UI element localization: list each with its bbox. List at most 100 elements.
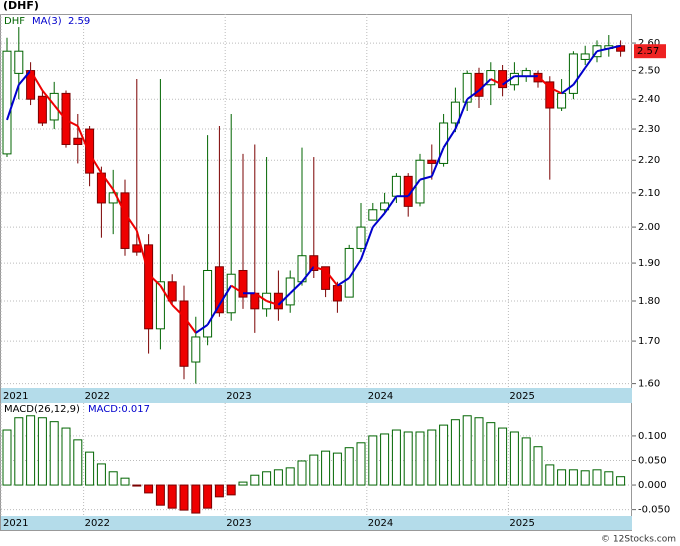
macd-bar — [321, 450, 331, 486]
candle-body — [439, 122, 449, 164]
macd-bar — [203, 484, 213, 509]
macd-bar — [238, 481, 248, 486]
candle-body — [321, 266, 331, 290]
candle-body — [14, 50, 24, 74]
y-tick-label: 1.70 — [638, 336, 660, 347]
ma-line — [313, 265, 326, 272]
ma-line — [407, 179, 421, 197]
footer: © 12Stocks.com — [601, 535, 676, 545]
ma-line — [29, 70, 44, 92]
ma-line — [502, 75, 515, 86]
candle-body — [545, 81, 555, 109]
macd-bar — [427, 429, 437, 486]
ma-line — [183, 316, 197, 334]
ma-line — [336, 277, 350, 287]
ma-line — [206, 304, 221, 326]
ma-line — [100, 172, 115, 191]
macd-bar — [14, 417, 24, 486]
ma-line — [549, 86, 563, 95]
macd-bar — [356, 442, 366, 486]
candle-body — [179, 300, 189, 367]
x-tick-label: 2025 — [509, 518, 534, 529]
candle-body — [214, 266, 224, 314]
macd-bar — [592, 469, 602, 486]
x-tick-label: 2021 — [3, 518, 28, 529]
ma-line — [41, 89, 55, 106]
candle-body — [486, 70, 496, 86]
macd-bar — [403, 431, 413, 486]
macd-bar — [415, 431, 425, 486]
macd-bar — [462, 415, 472, 486]
macd-bar — [533, 446, 543, 486]
ma-line — [6, 84, 20, 121]
macd-bar — [191, 484, 201, 514]
ma-line — [596, 47, 610, 53]
ma-line — [171, 304, 185, 318]
candle-body — [226, 273, 236, 314]
ma-line — [18, 69, 32, 86]
ma-line — [584, 50, 598, 69]
candle-body — [191, 336, 201, 363]
y-tick-label: 1.60 — [638, 379, 660, 390]
candle-body — [2, 50, 12, 155]
ma-line — [572, 67, 587, 86]
macd-bar — [450, 419, 460, 486]
ma-line — [430, 147, 445, 177]
legend-ma: MA(3) — [32, 16, 62, 27]
macd-bar — [474, 417, 484, 486]
ma-line — [147, 273, 162, 287]
macd-bar — [73, 439, 83, 486]
macd-bar — [108, 471, 118, 486]
macd-bar — [391, 429, 401, 486]
macd-bar — [498, 427, 508, 486]
ma-line — [230, 284, 244, 295]
candle-body — [580, 53, 590, 60]
macd-bar — [49, 421, 59, 486]
legend-ma-value: 2.59 — [68, 16, 90, 27]
macd-bar — [545, 464, 555, 486]
y-tick-label: 0.000 — [638, 480, 667, 491]
macd-bar — [297, 460, 307, 486]
x-tick-label: 2024 — [368, 518, 393, 529]
macd-bar — [132, 484, 142, 487]
macd-bar — [486, 422, 496, 486]
macd-bar — [580, 470, 590, 486]
y-tick-label: 0.050 — [638, 455, 667, 466]
candle-body — [474, 72, 484, 97]
macd-title: MACD(26,12,9) — [4, 404, 80, 415]
ma-line — [88, 153, 103, 174]
x-tick-label: 2022 — [85, 391, 110, 402]
y-tick-label: 0.100 — [638, 431, 667, 442]
last-price: 2.57 — [637, 46, 659, 57]
candle-body — [450, 101, 460, 124]
candle-body — [144, 244, 154, 330]
macd-bar — [557, 469, 567, 486]
y-tick-label: 2.50 — [638, 66, 660, 77]
candle-body — [498, 70, 508, 89]
y-tick-label: 2.00 — [638, 222, 660, 233]
macd-bar — [509, 431, 519, 486]
candle-body — [132, 244, 142, 253]
candle-body — [368, 209, 378, 221]
macd-bar — [344, 447, 354, 486]
macd-bar — [616, 476, 626, 486]
last-price-tag — [634, 44, 666, 59]
x-tick-label: 2022 — [85, 518, 110, 529]
y-tick-label: 2.40 — [638, 94, 660, 105]
ma-line — [466, 89, 480, 101]
y-tick-label: 2.60 — [638, 38, 660, 49]
macd-bar — [61, 427, 71, 486]
macd-bar — [226, 484, 236, 496]
macd-bar — [37, 417, 47, 486]
macd-bar — [273, 469, 283, 486]
ma-line — [289, 281, 303, 294]
ma-line — [442, 128, 457, 149]
y-tick-label: 1.90 — [638, 258, 660, 269]
macd-bar — [568, 469, 578, 486]
candle-body — [568, 53, 578, 94]
candle-body — [309, 255, 319, 271]
ma-line — [324, 269, 339, 287]
candle-body — [155, 281, 165, 330]
